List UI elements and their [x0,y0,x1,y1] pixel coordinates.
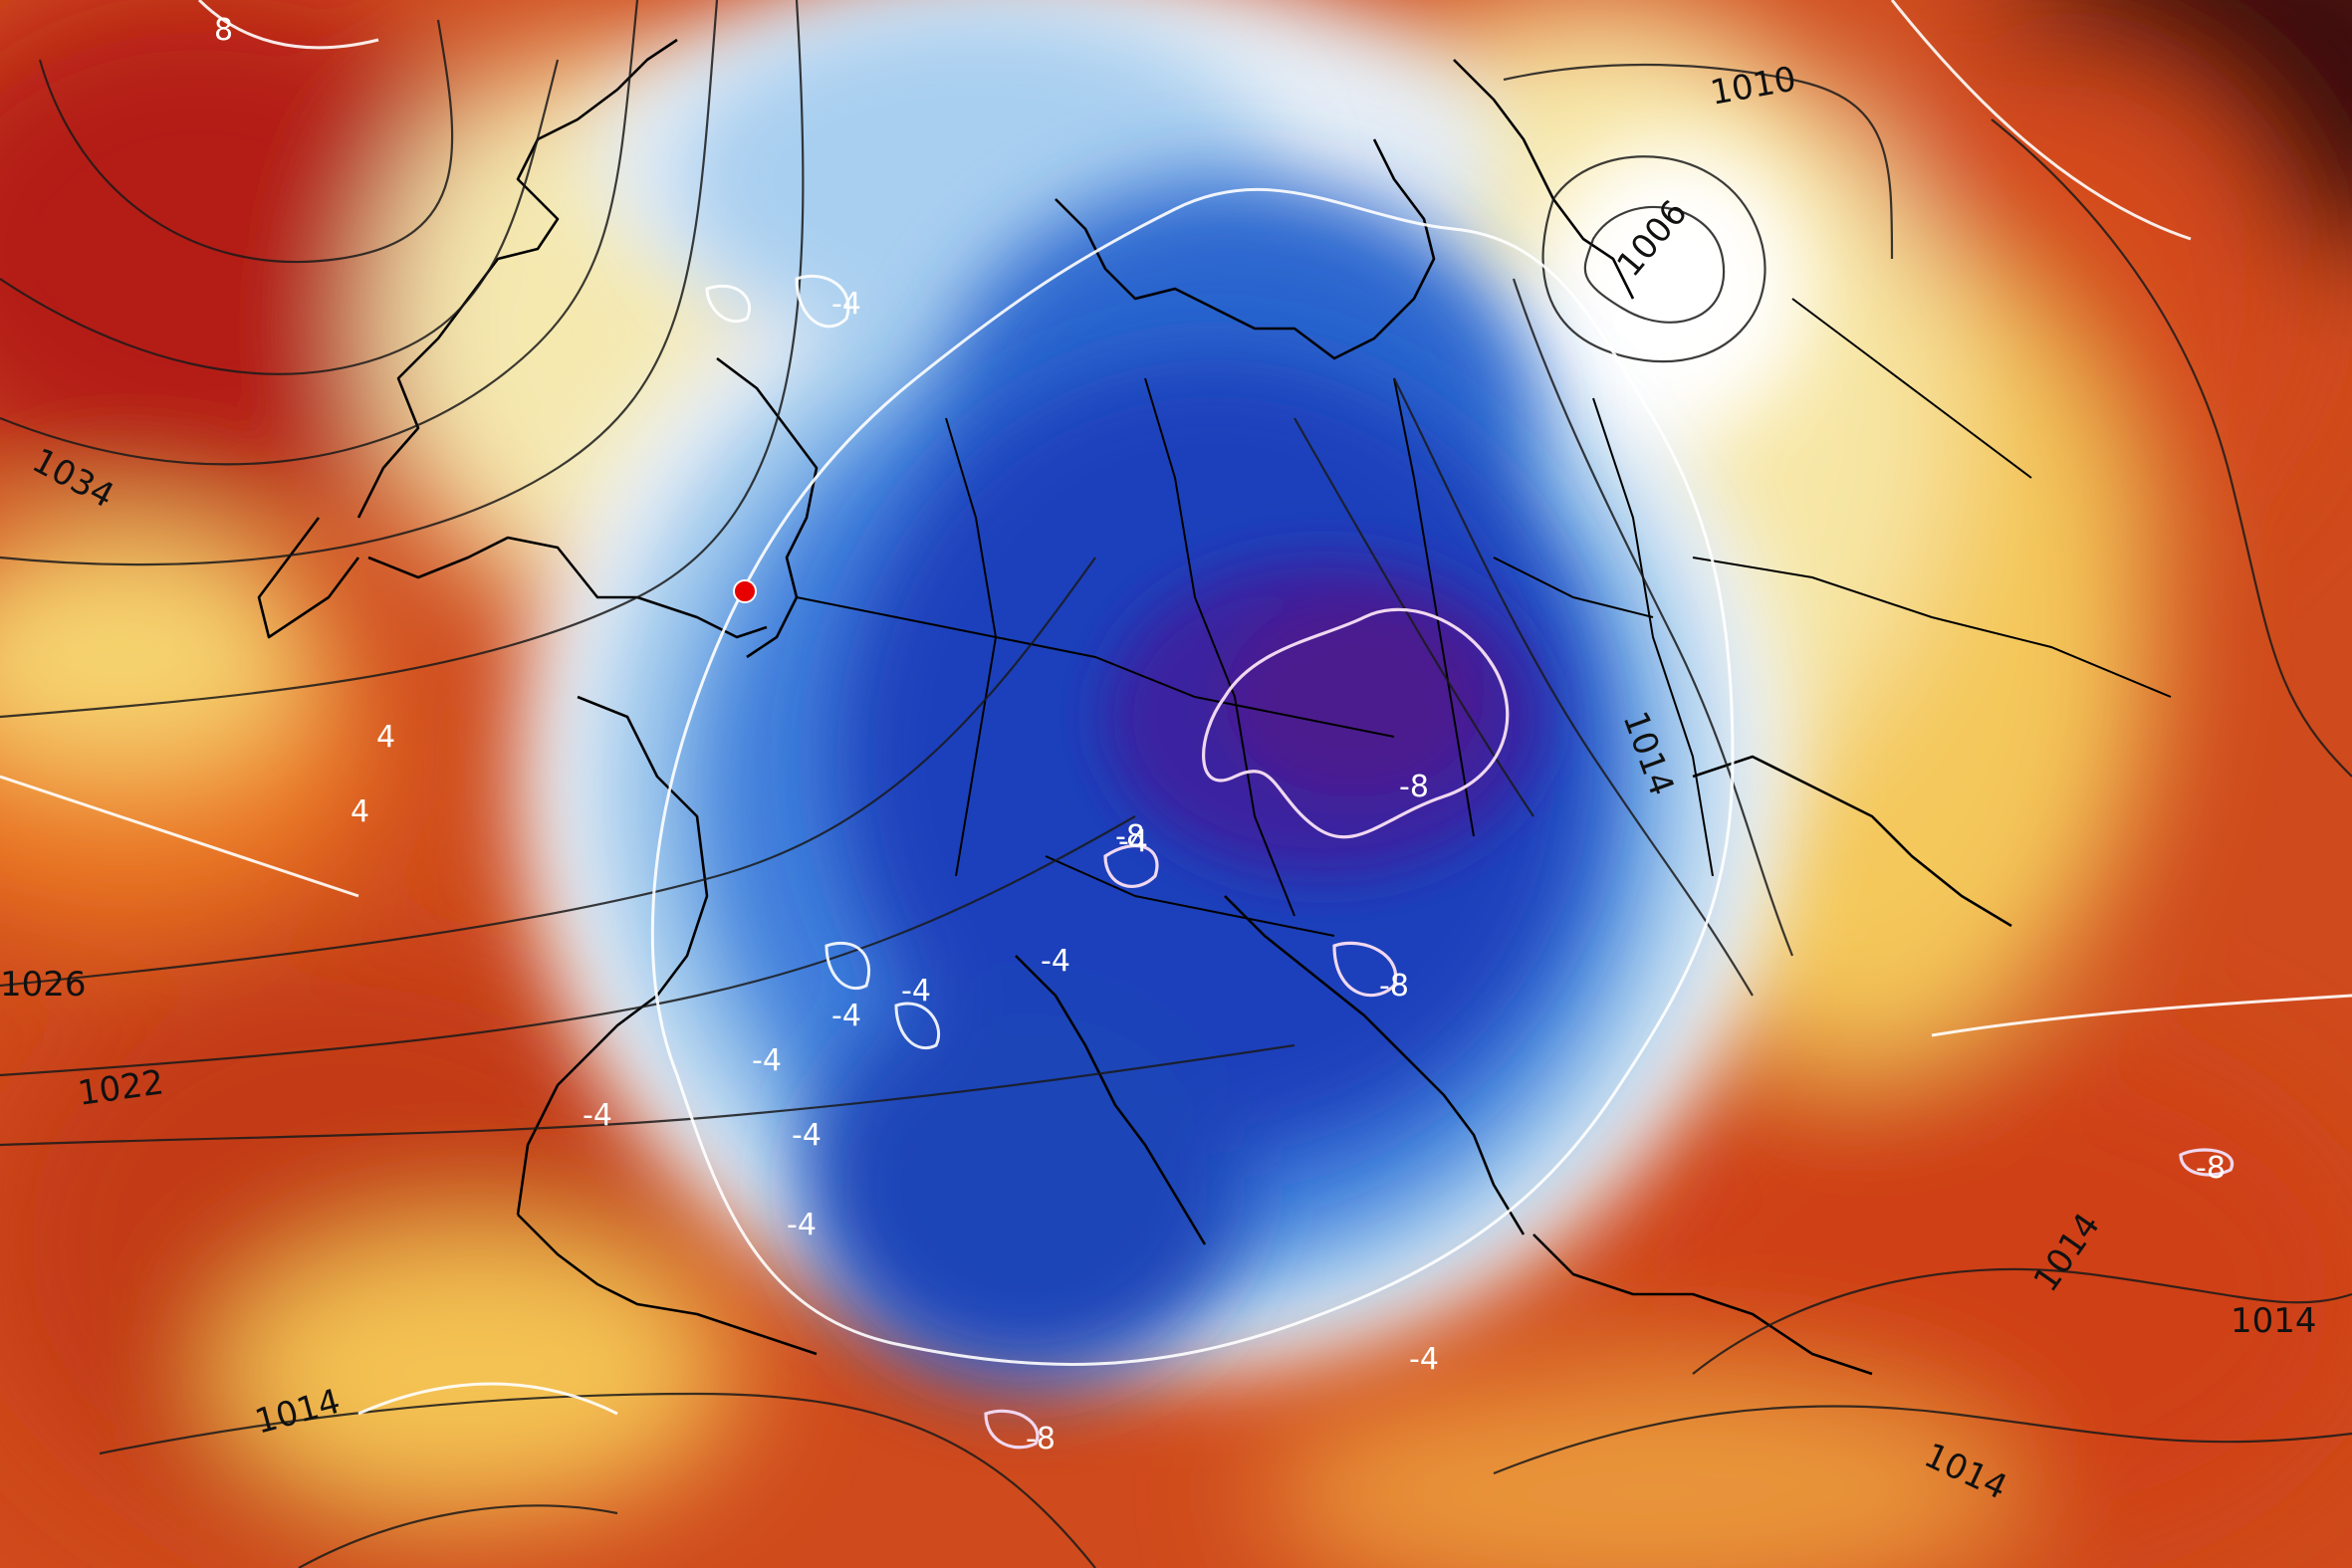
temp-label: 8 [214,13,233,48]
temp-label: -4 [831,287,861,322]
temp-label: -4 [901,974,931,1008]
isobar-label: 1014 [2231,1301,2317,1341]
temp-label: -4 [1118,824,1148,859]
temp-label: -4 [1409,1342,1439,1377]
temp-label: -8 [1026,1422,1056,1456]
temp-label: -8 [1115,819,1145,854]
cold-core-contours [984,607,2234,1450]
temp-label: 4 [376,720,395,755]
temp-label: -8 [1399,770,1429,804]
temp-label: -8 [2196,1151,2226,1186]
country-borders [796,298,2172,937]
temp-label: -4 [752,1043,782,1078]
temp-label: -8 [1379,969,1409,1004]
temperature-labels: 8 -4 -4 -4 -4 -4 -4 -4 -4 -4 -4 -8 -8 -8… [214,13,2226,1456]
temp-label: -4 [792,1118,822,1153]
temp-label: -4 [1041,944,1070,979]
isobar-label: 1026 [0,965,87,1005]
isobar-labels: 1010 1006 1034 1026 1022 1014 1014 1014 … [0,59,2317,1507]
temp-label: -4 [583,1098,612,1133]
temperature-contours [0,0,2352,1416]
temp-label: -4 [831,999,861,1033]
temp-label: 4 [351,794,369,829]
temp-label: -4 [787,1208,817,1242]
location-marker [733,579,757,603]
